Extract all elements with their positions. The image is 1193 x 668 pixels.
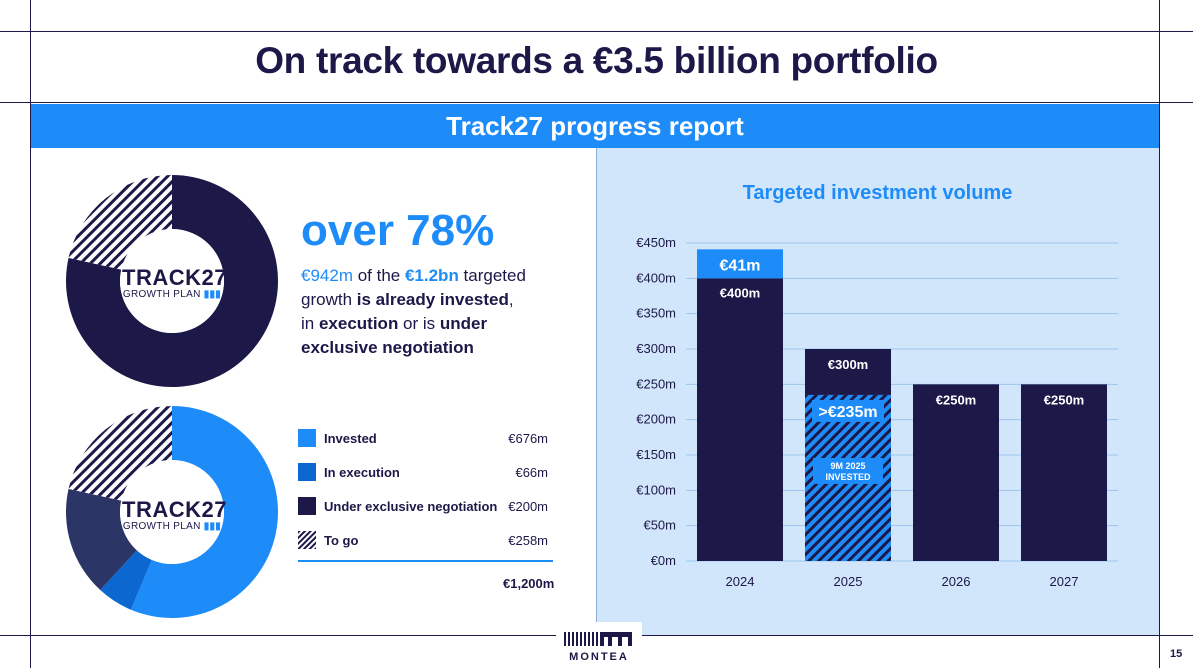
legend-label: Invested bbox=[324, 431, 377, 446]
donut-slice-achieved bbox=[65, 175, 278, 387]
donut-chart-progress bbox=[65, 175, 278, 387]
y-tick-label: €350m bbox=[636, 306, 676, 321]
data-label: €400m bbox=[720, 285, 760, 300]
data-label: €250m bbox=[1044, 392, 1084, 407]
y-tick-label: €400m bbox=[636, 270, 676, 285]
x-tick-label: 2026 bbox=[942, 574, 971, 589]
bar-segment bbox=[697, 249, 783, 279]
frame-line-top bbox=[0, 31, 1193, 32]
bar-chart-title: Targeted investment volume bbox=[742, 182, 1013, 204]
slide-title: On track towards a €3.5 billion portfoli… bbox=[255, 40, 938, 81]
legend-swatch bbox=[298, 497, 316, 515]
section-banner: Track27 progress report bbox=[31, 104, 1159, 148]
frame-line-left bbox=[30, 0, 31, 668]
track27-logo-bottom: TRACK27 GROWTH PLAN ▮▮▮ bbox=[122, 497, 227, 533]
montea-logo: MONTEA bbox=[556, 622, 642, 668]
bar-segment bbox=[697, 278, 783, 561]
note-box bbox=[813, 457, 883, 484]
donut-chart-breakdown bbox=[65, 406, 278, 618]
frame-line-right bbox=[1159, 0, 1160, 668]
x-tick-label: 2027 bbox=[1050, 574, 1079, 589]
logo-sub-text: GROWTH PLAN ▮▮▮ bbox=[122, 289, 222, 300]
desc-line-2: growth is already invested, bbox=[301, 290, 514, 309]
legend-label: In execution bbox=[324, 465, 400, 480]
headline-percentage: over 78% bbox=[301, 206, 495, 255]
legend-item-to-go: To go €258m bbox=[298, 531, 560, 551]
bars-icon: ▮▮▮ bbox=[203, 289, 222, 300]
legend-total: €1,200m bbox=[503, 576, 555, 591]
brand-name: MONTEA bbox=[569, 651, 629, 663]
data-label: €41m bbox=[720, 257, 761, 274]
legend-label: To go bbox=[324, 533, 359, 548]
y-tick-label: €200m bbox=[636, 412, 676, 427]
footer-line-left bbox=[0, 635, 556, 636]
y-tick-label: €50m bbox=[643, 518, 676, 533]
legend-item-under-negotiation: Under exclusive negotiation €200m bbox=[298, 497, 560, 517]
warehouse-icon bbox=[564, 632, 632, 646]
legend-value: €258m bbox=[508, 533, 548, 548]
bar-segment bbox=[1021, 384, 1107, 561]
legend-swatch bbox=[298, 463, 316, 481]
donut-hole bbox=[120, 229, 224, 333]
legend-label: Under exclusive negotiation bbox=[324, 499, 498, 514]
x-tick-label: 2024 bbox=[726, 574, 755, 589]
footer-line-right bbox=[642, 635, 1193, 636]
donut-slice-to-go bbox=[68, 406, 172, 501]
y-tick-label: €300m bbox=[636, 341, 676, 356]
page-number: 15 bbox=[1170, 648, 1183, 660]
bar-segment bbox=[805, 349, 891, 395]
logo-main-text: TRACK27 bbox=[122, 497, 227, 522]
track27-logo-top: TRACK27 GROWTH PLAN ▮▮▮ bbox=[122, 265, 227, 301]
donut-slice-under-exclusive-negotiation bbox=[65, 488, 137, 591]
y-tick-label: €450m bbox=[636, 235, 676, 250]
x-tick-label: 2025 bbox=[834, 574, 863, 589]
data-label: €250m bbox=[936, 392, 976, 407]
data-label-box bbox=[812, 399, 884, 422]
donut-slice-invested bbox=[130, 406, 278, 618]
bar-chart: €0m €50m €100m €150m €200m €250m €300m €350m €40… bbox=[636, 235, 1118, 589]
note-label: 9M 2025 bbox=[830, 461, 865, 471]
desc-line-3: in execution or is under bbox=[301, 314, 488, 333]
legend-swatch-hatched bbox=[298, 531, 316, 549]
legend-divider bbox=[298, 560, 553, 562]
legend-swatch bbox=[298, 429, 316, 447]
logo-sub-text: GROWTH PLAN ▮▮▮ bbox=[122, 521, 222, 532]
y-tick-label: €150m bbox=[636, 447, 676, 462]
y-tick-label: €100m bbox=[636, 482, 676, 497]
legend-value: €66m bbox=[515, 465, 548, 480]
donut-slice-to-go bbox=[68, 175, 172, 270]
logo-main-text: TRACK27 bbox=[122, 265, 227, 290]
legend-item-invested: Invested €676m bbox=[298, 429, 560, 449]
bars-icon: ▮▮▮ bbox=[203, 521, 222, 532]
data-label: €300m bbox=[828, 357, 868, 372]
y-tick-label: €250m bbox=[636, 376, 676, 391]
desc-line-4: exclusive negotiation bbox=[301, 338, 474, 357]
y-tick-label: €0m bbox=[651, 553, 676, 568]
desc-line-1: €942m of the €1.2bn targeted bbox=[301, 266, 526, 285]
bar-segment bbox=[913, 384, 999, 561]
donut-hole bbox=[120, 460, 224, 564]
note-label: INVESTED bbox=[825, 472, 871, 482]
headline-description: €942m of the €1.2bn targeted growth is a… bbox=[301, 264, 571, 360]
donut-slice-in-execution bbox=[100, 550, 152, 610]
legend-item-in-execution: In execution €66m bbox=[298, 463, 560, 483]
legend-value: €200m bbox=[508, 499, 548, 514]
data-label: >€235m bbox=[818, 404, 877, 421]
legend-value: €676m bbox=[508, 431, 548, 446]
frame-line-header bbox=[0, 102, 1193, 103]
